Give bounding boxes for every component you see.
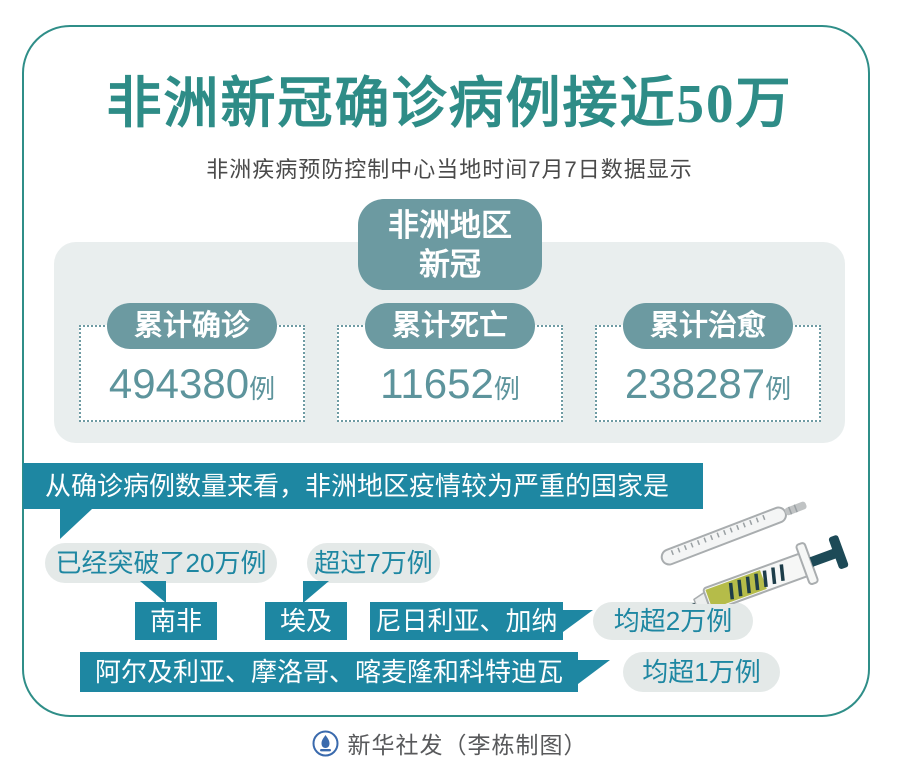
stat-confirmed: 累计确诊 494380例 (79, 303, 305, 422)
page-title: 非洲新冠确诊病例接近50万 (106, 73, 793, 134)
stat-confirmed-unit: 例 (249, 374, 276, 404)
tier3-note-pill: 均超2万例 (593, 602, 753, 640)
country-box-south-africa: 南非 (135, 602, 217, 640)
stat-deaths-number: 11652 (380, 360, 494, 407)
tier4-pointer-triangle (578, 660, 610, 684)
tier3-pointer-triangle (563, 610, 593, 632)
footer-credit-row: 新华社发（李栋制图） (0, 726, 899, 760)
tier1-threshold-pill: 已经突破了20万例 (45, 543, 277, 583)
tier1-pointer-triangle (140, 581, 166, 603)
banner-pointer-triangle (60, 509, 92, 539)
syringe-icon (657, 535, 849, 604)
stat-confirmed-number: 494380 (108, 360, 250, 407)
subtitle-source-date: 非洲疾病预防控制中心当地时间7月7日数据显示 (206, 157, 693, 182)
stat-confirmed-label: 累计确诊 (106, 303, 278, 349)
thermometer-icon (660, 501, 807, 566)
stats-panel: 累计确诊 494380例 累计死亡 11652例 累计治愈 238287例 (54, 242, 845, 443)
tier4-note-pill: 均超1万例 (623, 652, 780, 692)
stat-deaths-unit: 例 (493, 374, 520, 404)
country-box-tier4: 阿尔及利亚、摩洛哥、喀麦隆和科特迪瓦 (80, 652, 578, 692)
stat-deaths-label: 累计死亡 (364, 303, 536, 349)
stat-recovered-unit: 例 (765, 374, 792, 404)
thermometer-and-syringe-illustration (657, 501, 849, 604)
stat-recovered: 累计治愈 238287例 (595, 303, 821, 422)
stat-deaths: 累计死亡 11652例 (337, 303, 563, 422)
country-box-nigeria-ghana: 尼日利亚、加纳 (370, 602, 563, 640)
region-badge-line1: 非洲地区 (388, 208, 512, 243)
region-badge: 非洲地区 新冠 (358, 199, 542, 290)
tier2-threshold-pill: 超过7万例 (307, 543, 440, 583)
severity-lead-banner: 从确诊病例数量来看，非洲地区疫情较为严重的国家是 (23, 463, 703, 509)
stat-deaths-value: 11652例 (339, 360, 561, 408)
stat-recovered-number: 238287 (624, 360, 766, 407)
xinhua-logo-icon (312, 730, 338, 756)
stat-confirmed-value: 494380例 (81, 360, 303, 408)
outer-frame (22, 25, 870, 717)
country-box-egypt: 埃及 (265, 602, 347, 640)
stat-recovered-value: 238287例 (597, 360, 819, 408)
region-badge-line2: 新冠 (419, 247, 481, 282)
tier2-pointer-triangle (303, 581, 329, 603)
stat-recovered-label: 累计治愈 (622, 303, 794, 349)
credit-text: 新华社发（李栋制图） (347, 732, 588, 758)
